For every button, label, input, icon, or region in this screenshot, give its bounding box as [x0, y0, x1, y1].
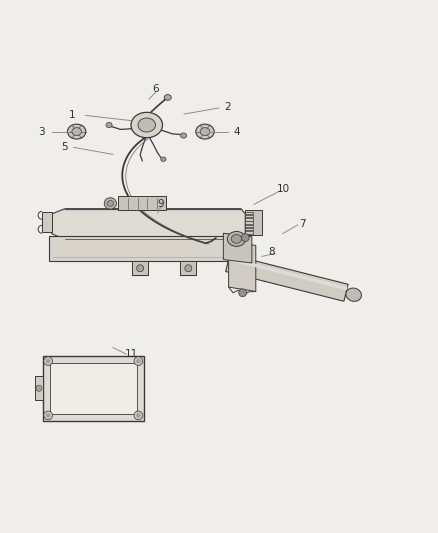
Ellipse shape [131, 112, 162, 138]
Circle shape [136, 413, 141, 418]
Circle shape [185, 265, 192, 272]
Polygon shape [118, 197, 166, 211]
Polygon shape [245, 218, 253, 221]
Text: 11: 11 [125, 349, 138, 359]
Polygon shape [35, 376, 43, 400]
Text: 3: 3 [38, 127, 45, 136]
Text: 8: 8 [268, 247, 275, 257]
Polygon shape [180, 261, 196, 275]
Polygon shape [245, 212, 253, 214]
Ellipse shape [106, 123, 112, 128]
Text: 2: 2 [224, 102, 231, 111]
Text: 5: 5 [61, 142, 68, 152]
Text: 1: 1 [69, 110, 76, 120]
Ellipse shape [138, 118, 155, 132]
Circle shape [44, 411, 53, 420]
Polygon shape [245, 209, 262, 235]
Polygon shape [229, 241, 256, 292]
Ellipse shape [227, 231, 246, 246]
Text: 6: 6 [152, 84, 159, 94]
Circle shape [46, 413, 50, 418]
Circle shape [239, 289, 247, 297]
Circle shape [134, 411, 143, 420]
Polygon shape [52, 209, 245, 239]
Circle shape [137, 265, 144, 272]
Text: 7: 7 [299, 219, 306, 229]
Polygon shape [245, 224, 253, 227]
Polygon shape [226, 254, 348, 301]
Circle shape [134, 357, 143, 366]
Ellipse shape [231, 235, 242, 243]
Text: 4: 4 [233, 127, 240, 136]
Circle shape [46, 359, 50, 364]
Ellipse shape [72, 128, 81, 135]
Polygon shape [132, 261, 148, 275]
Circle shape [36, 385, 42, 391]
Text: 10: 10 [277, 183, 290, 193]
Ellipse shape [67, 124, 86, 139]
Circle shape [44, 357, 53, 366]
Polygon shape [245, 215, 253, 217]
Ellipse shape [164, 94, 171, 100]
Polygon shape [50, 363, 137, 414]
Ellipse shape [200, 128, 210, 135]
Ellipse shape [196, 124, 214, 139]
Circle shape [136, 359, 141, 364]
Text: 9: 9 [158, 199, 165, 209]
Ellipse shape [104, 198, 117, 209]
Ellipse shape [107, 200, 114, 206]
Polygon shape [49, 236, 241, 261]
Polygon shape [42, 212, 52, 232]
Ellipse shape [161, 157, 166, 161]
Ellipse shape [180, 133, 187, 138]
Polygon shape [228, 257, 347, 290]
Polygon shape [245, 231, 253, 233]
Polygon shape [245, 228, 253, 230]
Ellipse shape [346, 288, 361, 301]
Circle shape [241, 233, 249, 241]
Polygon shape [245, 221, 253, 224]
Polygon shape [43, 356, 144, 421]
Polygon shape [223, 233, 252, 263]
